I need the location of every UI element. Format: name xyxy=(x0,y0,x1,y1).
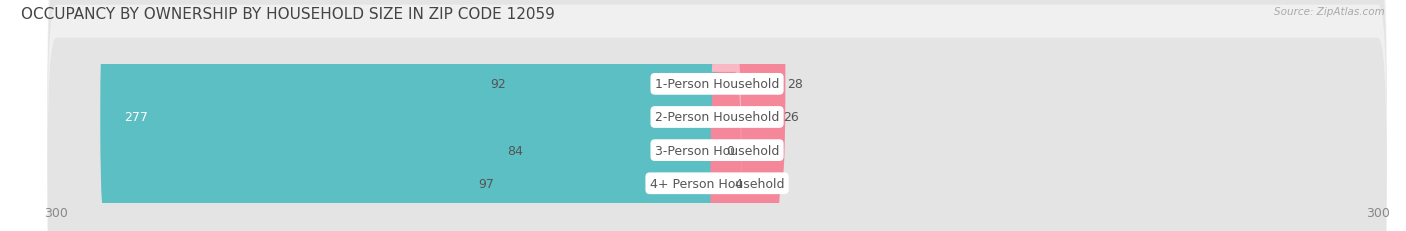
Text: 4: 4 xyxy=(735,177,742,190)
FancyBboxPatch shape xyxy=(508,0,724,195)
FancyBboxPatch shape xyxy=(710,73,741,231)
Text: 26: 26 xyxy=(783,111,799,124)
Text: Source: ZipAtlas.com: Source: ZipAtlas.com xyxy=(1274,7,1385,17)
FancyBboxPatch shape xyxy=(48,0,1386,231)
FancyBboxPatch shape xyxy=(526,40,724,231)
Text: 3-Person Household: 3-Person Household xyxy=(655,144,779,157)
FancyBboxPatch shape xyxy=(710,7,780,228)
Text: 277: 277 xyxy=(125,111,149,124)
Text: 4+ Person Household: 4+ Person Household xyxy=(650,177,785,190)
Text: 28: 28 xyxy=(787,78,803,91)
FancyBboxPatch shape xyxy=(100,7,724,228)
FancyBboxPatch shape xyxy=(48,0,1386,229)
Text: 97: 97 xyxy=(478,177,495,190)
Text: 92: 92 xyxy=(489,78,506,91)
Text: OCCUPANCY BY OWNERSHIP BY HOUSEHOLD SIZE IN ZIP CODE 12059: OCCUPANCY BY OWNERSHIP BY HOUSEHOLD SIZE… xyxy=(21,7,555,22)
FancyBboxPatch shape xyxy=(710,40,741,231)
FancyBboxPatch shape xyxy=(496,73,724,231)
Text: 1-Person Household: 1-Person Household xyxy=(655,78,779,91)
Text: 2-Person Household: 2-Person Household xyxy=(655,111,779,124)
Text: 0: 0 xyxy=(725,144,734,157)
FancyBboxPatch shape xyxy=(48,39,1386,231)
FancyBboxPatch shape xyxy=(710,0,786,195)
Text: 84: 84 xyxy=(508,144,523,157)
FancyBboxPatch shape xyxy=(48,6,1386,231)
